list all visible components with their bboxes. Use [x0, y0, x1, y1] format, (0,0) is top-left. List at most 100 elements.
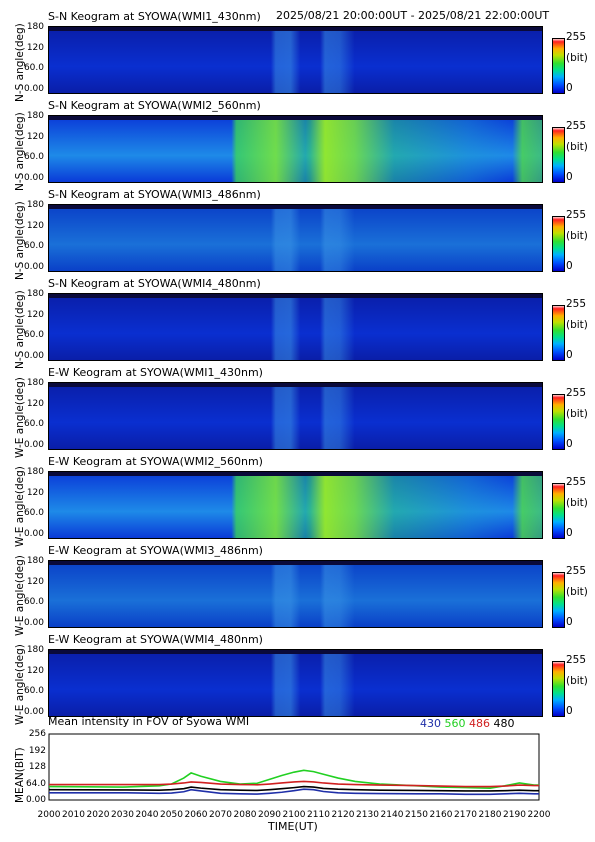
keogram-top-band — [49, 472, 542, 476]
keogram-y-tick: 120 — [26, 487, 44, 498]
keogram-title: E-W Keogram at SYOWA(WMI2_560nm) — [48, 455, 263, 468]
keogram-image — [48, 560, 543, 628]
colorbar-unit: (bit) — [566, 230, 588, 242]
keogram-y-tick: 60.0 — [23, 508, 44, 519]
keogram-image — [48, 115, 543, 183]
keogram-image — [48, 204, 543, 272]
x-tick-label: 2000 — [37, 810, 61, 820]
x-tick-label: 2050 — [160, 810, 183, 820]
x-tick-label: 2070 — [209, 810, 232, 820]
colorbar-max: 255 — [566, 654, 587, 666]
colorbar — [552, 38, 565, 94]
keogram-y-tick: 60.0 — [23, 330, 44, 341]
colorbar-unit: (bit) — [566, 52, 588, 64]
colorbar-max: 255 — [566, 298, 587, 310]
x-tick-label: 2110 — [307, 810, 330, 820]
mean-intensity-plot — [48, 733, 540, 801]
series-line-486 — [49, 780, 539, 788]
keogram-y-tick: 60.0 — [23, 63, 44, 74]
legend-430: 430 — [420, 717, 441, 730]
series-line-430 — [49, 788, 539, 796]
plot-frame — [48, 733, 540, 801]
keogram-y-tick: 180 — [26, 378, 44, 388]
keogram-top-band — [49, 383, 542, 387]
keogram-y-tick: 0.00 — [23, 618, 44, 628]
line-chart-legend: 430 560 486 480 — [420, 717, 515, 730]
x-tick-label: 2060 — [184, 810, 208, 820]
x-tick-label: 2010 — [62, 810, 85, 820]
keogram-y-tick: 0.00 — [23, 84, 44, 94]
keogram-y-tick: 0.00 — [23, 529, 44, 539]
keogram-image — [48, 382, 543, 450]
keogram-y-tick: 120 — [26, 309, 44, 320]
colorbar-min: 0 — [566, 349, 573, 361]
series-line-480 — [48, 785, 539, 792]
keogram-y-tick: 120 — [26, 398, 44, 409]
keogram-y-tick: 0.00 — [23, 440, 44, 450]
keogram-y-tick: 120 — [26, 42, 44, 53]
legend-486: 486 — [469, 717, 490, 730]
line-chart-title: Mean intensity in FOV of Syowa WMI — [48, 715, 250, 728]
colorbar — [552, 305, 565, 361]
colorbar — [552, 661, 565, 717]
colorbar-max: 255 — [566, 565, 587, 577]
keogram-top-band — [49, 561, 542, 565]
y-tick-label: 128 — [28, 762, 46, 772]
x-tick-label: 2180 — [478, 810, 502, 820]
x-tick-label: 2140 — [380, 810, 404, 820]
colorbar-unit: (bit) — [566, 408, 588, 420]
x-tick-label: 2120 — [331, 810, 355, 820]
colorbar-max: 255 — [566, 31, 587, 43]
colorbar-min: 0 — [566, 171, 573, 183]
x-tick-label: 2150 — [405, 810, 428, 820]
series-line-560 — [48, 769, 539, 789]
colorbar-unit: (bit) — [566, 141, 588, 153]
x-tick-label: 2020 — [86, 810, 110, 820]
colorbar-min: 0 — [566, 705, 573, 717]
keogram-y-tick: 180 — [26, 111, 44, 121]
y-tick-label: 256 — [28, 729, 46, 739]
keogram-y-tick: 180 — [26, 645, 44, 655]
keogram-title: E-W Keogram at SYOWA(WMI3_486nm) — [48, 544, 263, 557]
keogram-y-tick: 180 — [26, 289, 44, 299]
keogram-y-tick: 180 — [26, 200, 44, 210]
colorbar-max: 255 — [566, 476, 587, 488]
keogram-title: S-N Keogram at SYOWA(WMI2_560nm) — [48, 99, 261, 112]
colorbar-max: 255 — [566, 387, 587, 399]
keogram-y-tick: 0.00 — [23, 262, 44, 272]
keogram-y-tick: 120 — [26, 576, 44, 587]
keogram-y-tick: 120 — [26, 220, 44, 231]
keogram-y-tick: 60.0 — [23, 686, 44, 697]
legend-560: 560 — [444, 717, 466, 730]
keogram-top-band — [49, 116, 542, 120]
colorbar-min: 0 — [566, 438, 573, 450]
colorbar — [552, 572, 565, 628]
y-tick-label: 64.0 — [25, 778, 46, 789]
x-tick-label: 2200 — [527, 810, 551, 820]
keogram-image — [48, 471, 543, 539]
colorbar — [552, 127, 565, 183]
time-range: 2025/08/21 20:00:00UT - 2025/08/21 22:00… — [276, 9, 550, 22]
x-axis-label: TIME(UT) — [268, 820, 318, 833]
keogram-y-tick: 180 — [26, 556, 44, 566]
keogram-top-band — [49, 27, 542, 31]
x-tick-label: 2030 — [111, 810, 134, 820]
keogram-y-tick: 60.0 — [23, 241, 44, 252]
x-tick-label: 2190 — [503, 810, 526, 820]
keogram-title: E-W Keogram at SYOWA(WMI1_430nm) — [48, 366, 263, 379]
x-tick-label: 2080 — [233, 810, 257, 820]
keogram-title: E-W Keogram at SYOWA(WMI4_480nm) — [48, 633, 263, 646]
keogram-image — [48, 649, 543, 717]
keogram-y-tick: 180 — [26, 467, 44, 477]
keogram-y-tick: 0.00 — [23, 173, 44, 183]
colorbar-unit: (bit) — [566, 586, 588, 598]
keogram-y-tick: 60.0 — [23, 597, 44, 608]
colorbar-min: 0 — [566, 527, 573, 539]
keogram-y-tick: 60.0 — [23, 419, 44, 430]
x-tick-label: 2040 — [135, 810, 159, 820]
colorbar-unit: (bit) — [566, 675, 588, 687]
x-tick-label: 2170 — [454, 810, 477, 820]
keogram-y-tick: 120 — [26, 131, 44, 142]
keogram-y-tick: 180 — [26, 22, 44, 32]
colorbar — [552, 394, 565, 450]
